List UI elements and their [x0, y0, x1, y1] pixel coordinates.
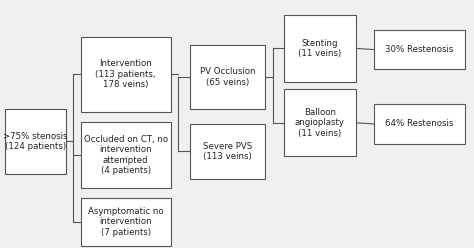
- FancyBboxPatch shape: [284, 15, 356, 82]
- FancyBboxPatch shape: [374, 30, 465, 69]
- Text: 30% Restenosis: 30% Restenosis: [385, 45, 454, 54]
- Text: >75% stenosis
(124 patients): >75% stenosis (124 patients): [3, 132, 68, 151]
- Text: Stenting
(11 veins): Stenting (11 veins): [298, 39, 342, 58]
- FancyBboxPatch shape: [5, 109, 66, 174]
- Text: Occluded on CT, no
intervention
attempted
(4 patients): Occluded on CT, no intervention attempte…: [83, 135, 168, 175]
- FancyBboxPatch shape: [190, 45, 265, 109]
- FancyBboxPatch shape: [284, 89, 356, 156]
- FancyBboxPatch shape: [81, 198, 171, 246]
- FancyBboxPatch shape: [374, 104, 465, 144]
- Text: Asymptomatic no
intervention
(7 patients): Asymptomatic no intervention (7 patients…: [88, 207, 164, 237]
- FancyBboxPatch shape: [81, 122, 171, 188]
- Text: Intervention
(113 patients,
178 veins): Intervention (113 patients, 178 veins): [95, 60, 156, 89]
- FancyBboxPatch shape: [81, 37, 171, 112]
- Text: 64% Restenosis: 64% Restenosis: [385, 120, 454, 128]
- Text: Balloon
angioplasty
(11 veins): Balloon angioplasty (11 veins): [295, 108, 345, 138]
- Text: PV Occlusion
(65 veins): PV Occlusion (65 veins): [200, 67, 255, 87]
- FancyBboxPatch shape: [190, 124, 265, 179]
- Text: Severe PVS
(113 veins): Severe PVS (113 veins): [203, 142, 252, 161]
